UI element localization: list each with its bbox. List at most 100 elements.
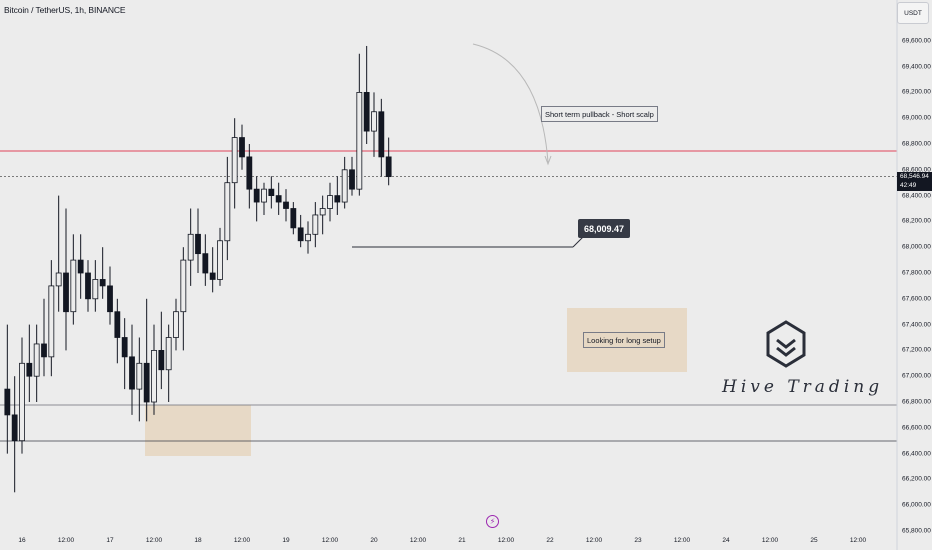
candle-body: [305, 233, 311, 242]
candle: [341, 156, 348, 209]
candle-body: [33, 343, 40, 377]
candle-body: [4, 388, 11, 416]
candle: [41, 298, 47, 377]
time-tick-label: 18: [194, 537, 202, 544]
candle: [253, 176, 260, 222]
candle-body: [55, 272, 62, 287]
candle: [363, 45, 370, 144]
candle: [334, 176, 341, 215]
candle-body: [92, 279, 99, 300]
price-tick-label: 68,200.00: [902, 217, 931, 225]
candle-body: [363, 92, 370, 132]
price-tick-label: 68,000.00: [902, 243, 931, 251]
candle: [371, 92, 377, 157]
time-tick-label: 25: [810, 537, 818, 544]
candle-body: [99, 279, 106, 287]
level-price-label[interactable]: 68,009.47: [578, 219, 630, 238]
candle-body: [19, 362, 25, 442]
price-tick-label: 66,200.00: [902, 475, 931, 483]
candle-body: [341, 169, 348, 203]
candle: [151, 324, 157, 415]
candle-body: [231, 137, 238, 184]
candle: [26, 324, 33, 402]
candle: [356, 53, 363, 196]
candle-body: [143, 362, 150, 403]
candle: [114, 298, 121, 364]
long-setup-label[interactable]: Looking for long setup: [583, 332, 665, 348]
pullback-arrow: [472, 43, 549, 163]
symbol-title[interactable]: Bitcoin / TetherUS, 1h, BINANCE: [4, 5, 126, 15]
time-tick-label: 20: [370, 537, 378, 544]
candle: [378, 98, 385, 177]
candle: [129, 324, 135, 415]
price-tick-label: 68,600.00: [902, 166, 931, 174]
candle: [187, 208, 194, 286]
price-tick-label: 68,400.00: [902, 192, 931, 200]
bar-countdown: 42:49: [900, 182, 917, 189]
time-tick-label: 12:00: [585, 537, 603, 544]
price-tick-label: 67,400.00: [902, 321, 931, 329]
candle-body: [378, 111, 385, 158]
candle: [195, 208, 201, 273]
candle: [385, 137, 392, 186]
time-tick-label: 19: [282, 537, 290, 544]
time-tick-label: 12:00: [321, 537, 339, 544]
short-scalp-label[interactable]: Short term pullback - Short scalp: [541, 106, 658, 122]
price-tick-label: 69,400.00: [902, 63, 931, 71]
candle: [136, 337, 143, 422]
candle-body: [268, 188, 275, 196]
candle-body: [385, 156, 392, 178]
hive-logo-icon: [766, 320, 806, 368]
candle-body: [217, 240, 223, 280]
candle-body: [224, 182, 231, 242]
candle-body: [195, 233, 201, 255]
time-tick-label: 12:00: [145, 537, 163, 544]
time-tick-label: 12:00: [761, 537, 779, 544]
candle-body: [356, 92, 363, 190]
current-price-value: 68,546.94: [900, 173, 929, 180]
candle: [63, 208, 69, 351]
currency-selector[interactable]: USDT: [897, 2, 929, 24]
candle: [99, 247, 106, 299]
candle-body: [275, 195, 282, 203]
candle: [283, 189, 289, 222]
candle-body: [107, 285, 113, 313]
candle-body: [371, 111, 377, 132]
candle: [33, 324, 40, 402]
candle: [202, 234, 209, 286]
candle-body: [327, 195, 333, 209]
time-tick-label: 16: [18, 537, 26, 544]
time-tick-label: 21: [458, 537, 466, 544]
candle: [4, 324, 11, 454]
time-tick-label: 17: [106, 537, 114, 544]
time-tick-label: 12:00: [57, 537, 75, 544]
candle: [297, 214, 304, 248]
candle-body: [187, 233, 194, 261]
candle-body: [209, 272, 216, 280]
candle-body: [11, 414, 18, 442]
time-tick-label: 24: [722, 537, 730, 544]
candle: [85, 260, 91, 312]
candle-body: [136, 362, 143, 390]
candle: [173, 298, 179, 351]
candle-body: [121, 337, 128, 358]
price-tick-label: 68,800.00: [902, 140, 931, 148]
candle-body: [290, 208, 297, 229]
candle: [275, 182, 282, 215]
lightning-icon[interactable]: ⚡: [486, 515, 499, 528]
candle-body: [70, 259, 77, 313]
candle: [158, 311, 165, 390]
candle: [349, 156, 355, 196]
candle-body: [334, 195, 341, 203]
candle: [239, 124, 245, 170]
candle: [319, 195, 326, 235]
candle: [11, 376, 18, 493]
candle-body: [85, 272, 91, 300]
time-tick-label: 12:00: [849, 537, 867, 544]
candle-body: [283, 201, 289, 209]
candle: [165, 324, 172, 402]
candle-body: [48, 285, 55, 358]
candle: [19, 337, 25, 454]
